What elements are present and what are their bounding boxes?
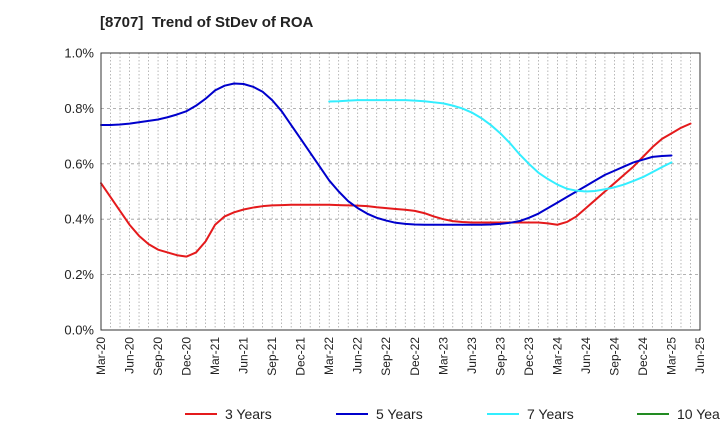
- y-axis: 0.0% 0.2% 0.4% 0.6% 0.8% 1.0%: [64, 46, 94, 338]
- series-lines: [100, 82, 692, 258]
- x-tick-label: Sep-22: [379, 337, 393, 376]
- x-tick-label: Jun-24: [579, 337, 593, 374]
- y-tick-label: 0.4%: [64, 212, 94, 227]
- x-tick-label: Jun-21: [237, 337, 251, 374]
- x-tick-label: Dec-23: [522, 337, 536, 376]
- x-tick-label: Mar-23: [436, 337, 450, 375]
- x-tick-label: Mar-21: [208, 337, 222, 375]
- x-tick-label: Jun-20: [123, 337, 137, 374]
- series-line-7-years: [328, 99, 673, 193]
- x-tick-label: Mar-22: [322, 337, 336, 375]
- legend: 3 Years 5 Years 7 Years 10 Years: [185, 406, 720, 422]
- legend-label: 7 Years: [527, 406, 574, 422]
- x-tick-label: Jun-23: [465, 337, 479, 374]
- x-tick-label: Mar-25: [664, 337, 678, 375]
- legend-label: 5 Years: [376, 406, 423, 422]
- x-tick-label: Mar-20: [94, 337, 108, 375]
- y-tick-label: 0.0%: [64, 323, 94, 338]
- x-tick-label: Dec-24: [636, 337, 650, 376]
- y-tick-label: 1.0%: [64, 46, 94, 61]
- x-tick-label: Jun-22: [351, 337, 365, 374]
- x-axis: Mar-20 Jun-20 Sep-20 Dec-20 Mar-21 Jun-21 Sep-…: [94, 337, 707, 376]
- legend-label: 10 Years: [677, 406, 720, 422]
- y-tick-label: 0.6%: [64, 156, 94, 171]
- x-tick-label: Sep-24: [607, 337, 621, 376]
- x-tick-label: Dec-21: [294, 337, 308, 376]
- plot-frame: [100, 52, 701, 331]
- x-tick-label: Sep-23: [493, 337, 507, 376]
- x-tick-label: Mar-24: [550, 337, 564, 375]
- x-tick-label: Sep-20: [151, 337, 165, 376]
- plot-area: [101, 53, 700, 330]
- legend-label: 3 Years: [225, 406, 272, 422]
- x-tick-label: Dec-20: [180, 337, 194, 376]
- y-tick-label: 0.8%: [64, 101, 94, 116]
- x-tick-label: Jun-25: [693, 337, 707, 374]
- x-tick-label: Dec-22: [408, 337, 422, 376]
- series-line-3-years: [100, 122, 692, 258]
- y-tick-label: 0.2%: [64, 267, 94, 282]
- chart-title: [8707] Trend of StDev of ROA: [100, 14, 314, 31]
- x-tick-label: Sep-21: [265, 337, 279, 376]
